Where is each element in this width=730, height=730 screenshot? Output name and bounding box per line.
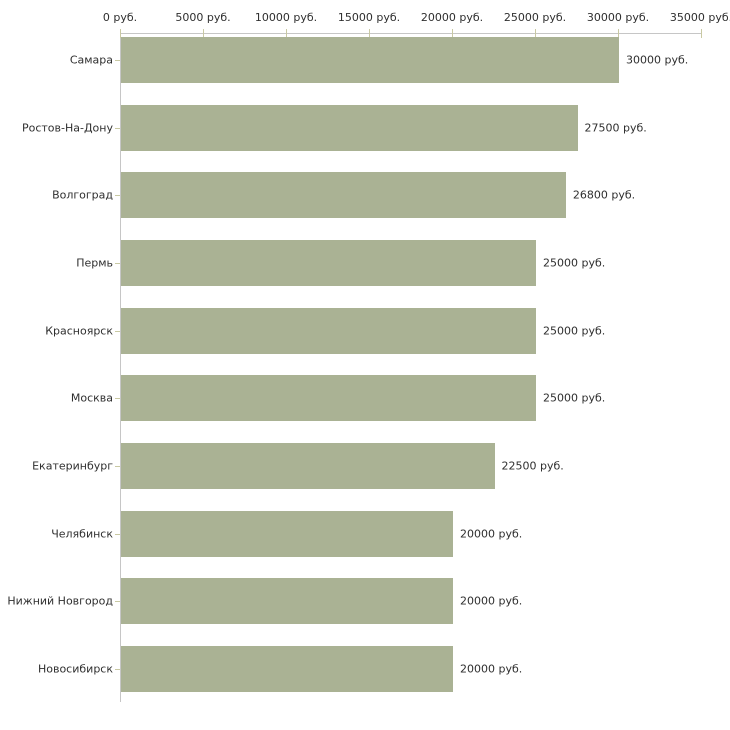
category-label: Пермь xyxy=(76,256,113,270)
category-tick xyxy=(115,127,120,129)
x-axis-tick-label: 10000 руб. xyxy=(254,11,318,24)
bar xyxy=(121,104,578,151)
x-axis-tick xyxy=(203,29,204,38)
x-axis-tick xyxy=(452,29,453,38)
bar xyxy=(121,375,536,422)
x-axis-tick xyxy=(369,29,370,38)
category-label: Нижний Новгород xyxy=(7,594,113,608)
category-label: Красноярск xyxy=(45,324,113,338)
x-axis-tick-label: 30000 руб. xyxy=(586,11,650,24)
x-axis-tick-label: 0 руб. xyxy=(102,11,138,24)
x-axis-tick xyxy=(535,29,536,38)
bar xyxy=(121,37,619,83)
bar xyxy=(121,240,536,286)
y-axis-line xyxy=(120,33,121,702)
category-tick xyxy=(115,398,120,400)
x-axis-tick-label: 5000 руб. xyxy=(175,11,231,24)
category-tick xyxy=(115,533,120,535)
category-label: Новосибирск xyxy=(37,662,113,676)
value-label: 25000 руб. xyxy=(543,256,606,270)
category-label: Москва xyxy=(70,391,113,405)
category-label: Екатеринбург xyxy=(32,459,113,473)
category-tick xyxy=(115,601,120,603)
x-axis-tick-label: 35000 руб. xyxy=(669,11,730,24)
category-tick xyxy=(115,263,120,264)
value-label: 25000 руб. xyxy=(543,391,606,405)
category-tick xyxy=(115,466,120,467)
value-label: 27500 руб. xyxy=(584,121,647,135)
category-label: Волгоград xyxy=(52,188,113,202)
category-tick xyxy=(115,669,120,670)
category-label: Ростов-На-Дону xyxy=(21,121,113,135)
value-label: 20000 руб. xyxy=(460,527,523,541)
bar xyxy=(121,510,453,557)
bar xyxy=(121,307,536,354)
x-axis-tick-label: 15000 руб. xyxy=(337,11,401,24)
category-tick xyxy=(115,330,120,332)
bar xyxy=(121,646,453,692)
x-axis-tick xyxy=(120,29,121,38)
category-label: Самара xyxy=(69,53,113,67)
value-label: 20000 руб. xyxy=(460,594,523,608)
x-axis-tick-label: 25000 руб. xyxy=(503,11,567,24)
x-axis-tick xyxy=(286,29,287,38)
x-axis-line xyxy=(120,33,701,34)
bar xyxy=(121,578,453,625)
x-axis-tick xyxy=(701,29,702,38)
bar xyxy=(121,443,495,489)
value-label: 20000 руб. xyxy=(460,662,523,676)
x-axis-tick xyxy=(618,29,619,38)
bar xyxy=(121,172,566,219)
category-label: Челябинск xyxy=(51,527,113,541)
value-label: 25000 руб. xyxy=(543,324,606,338)
value-label: 30000 руб. xyxy=(626,53,689,67)
value-label: 26800 руб. xyxy=(572,188,636,202)
value-label: 22500 руб. xyxy=(501,459,564,473)
category-tick xyxy=(115,60,120,61)
x-axis-tick-label: 20000 руб. xyxy=(420,11,484,24)
category-tick xyxy=(115,195,120,197)
